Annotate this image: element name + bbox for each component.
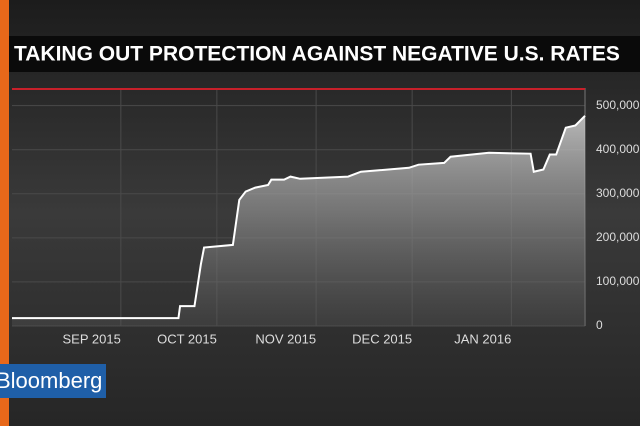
- logo-box: [0, 364, 106, 398]
- y-tick-label: 500,000: [596, 98, 640, 112]
- x-tick-label: NOV 2015: [255, 331, 316, 346]
- y-tick-label: 0: [596, 318, 603, 332]
- logo: Bloomberg: [0, 368, 102, 393]
- side-stripe: [0, 0, 9, 426]
- area-fill: [12, 115, 585, 327]
- line: [12, 115, 586, 320]
- x-tick-label: JAN 2016: [454, 331, 511, 346]
- title-rule: [12, 88, 585, 90]
- y-tick-label: 300,000: [596, 186, 640, 200]
- chart-title: TAKING OUT PROTECTION AGAINST NEGATIVE U…: [14, 43, 620, 66]
- x-tick-label: OCT 2015: [157, 331, 217, 346]
- y-tick-label: 200,000: [596, 230, 640, 244]
- x-tick-label: DEC 2015: [352, 331, 412, 346]
- y-tick-label: 400,000: [596, 142, 640, 156]
- title-bar: [9, 36, 640, 72]
- x-tick-label: SEP 2015: [63, 331, 121, 346]
- y-tick-label: 100,000: [596, 274, 640, 288]
